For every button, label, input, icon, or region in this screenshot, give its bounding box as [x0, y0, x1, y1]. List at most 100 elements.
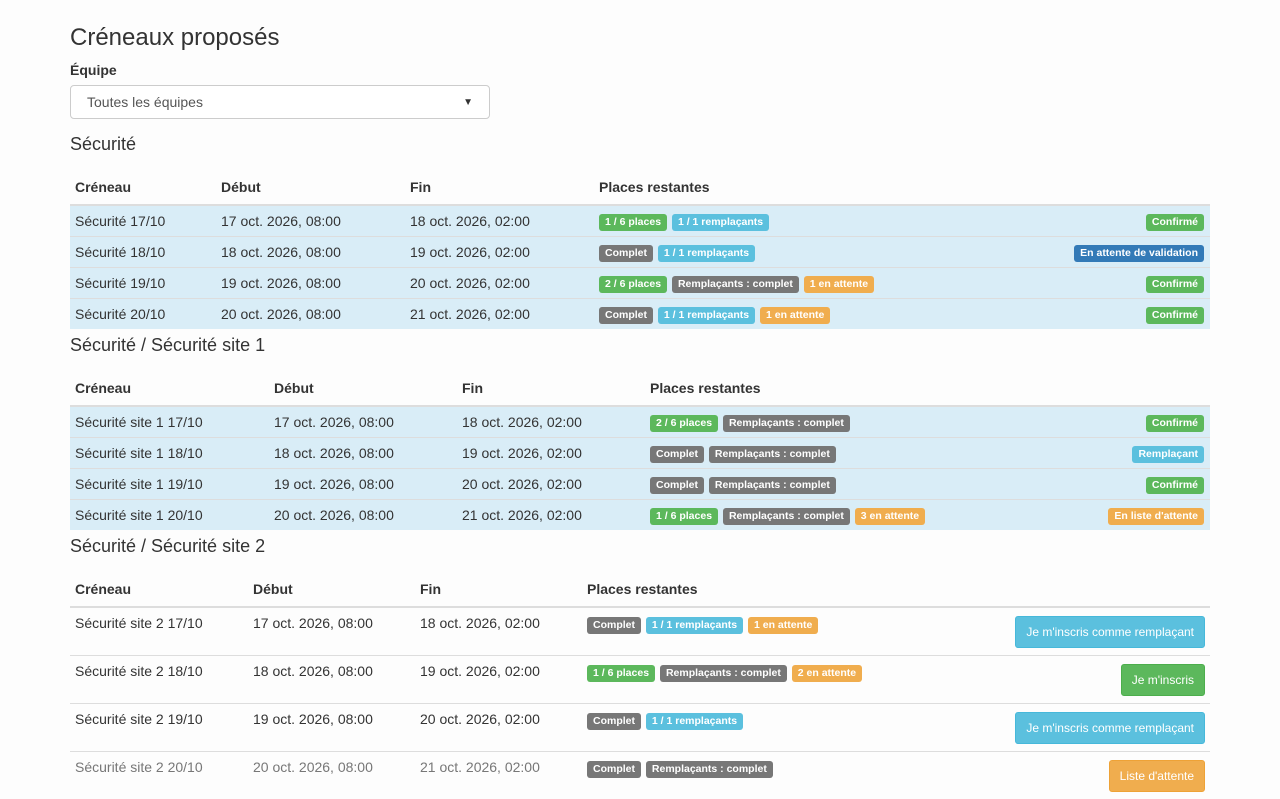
status-cell: En attente de validation	[970, 237, 1210, 268]
places-badge: Complet	[599, 245, 653, 262]
status-cell: Confirmé	[970, 299, 1210, 330]
places-badge: 1 / 6 places	[650, 508, 718, 525]
status-cell: Liste d'attente	[970, 752, 1210, 799]
places-badge: Remplaçants : complet	[723, 415, 850, 432]
places-cell: Complet 1 / 1 remplaçants	[594, 237, 970, 268]
places-badge: Remplaçants : complet	[709, 446, 836, 463]
status-cell: Je m'inscris comme remplaçant	[970, 607, 1210, 656]
slot-start: 20 oct. 2026, 08:00	[216, 299, 405, 330]
col-header-places: Places restantes	[594, 170, 1210, 205]
slot-start: 18 oct. 2026, 08:00	[248, 656, 415, 704]
slot-start: 17 oct. 2026, 08:00	[269, 406, 457, 438]
section-securite-site-1: Sécurité / Sécurité site 1 Créneau Début…	[70, 335, 1210, 530]
col-header-start: Début	[269, 371, 457, 406]
places-badge: 1 / 1 remplaçants	[646, 713, 743, 730]
col-header-slot: Créneau	[70, 170, 216, 205]
places-badge: Remplaçants : complet	[660, 665, 787, 682]
places-cell: Complet 1 / 1 remplaçants	[582, 704, 970, 752]
status-cell: Je m'inscris	[970, 656, 1210, 704]
status-badge: En attente de validation	[1074, 245, 1204, 262]
places-badge: Remplaçants : complet	[709, 477, 836, 494]
slot-end: 18 oct. 2026, 02:00	[457, 406, 645, 438]
places-cell: 1 / 6 places Remplaçants : complet 3 en …	[645, 500, 970, 531]
col-header-end: Fin	[457, 371, 645, 406]
places-cell: 2 / 6 places Remplaçants : complet 1 en …	[594, 268, 970, 299]
register-button[interactable]: Je m'inscris comme remplaçant	[1015, 616, 1205, 648]
slot-end: 21 oct. 2026, 02:00	[457, 500, 645, 531]
team-filter-value: Toutes les équipes	[87, 94, 203, 110]
slot-name: Sécurité 18/10	[70, 237, 216, 268]
places-cell: Complet 1 / 1 remplaçants 1 en attente	[594, 299, 970, 330]
slot-name: Sécurité site 2 19/10	[70, 704, 248, 752]
places-badge: 3 en attente	[855, 508, 925, 525]
col-header-start: Début	[216, 170, 405, 205]
places-badge: Complet	[587, 617, 641, 634]
col-header-end: Fin	[415, 572, 582, 607]
places-badge: 2 / 6 places	[599, 276, 667, 293]
slot-end: 20 oct. 2026, 02:00	[415, 704, 582, 752]
places-badge: Complet	[599, 307, 653, 324]
register-button[interactable]: Je m'inscris	[1121, 664, 1205, 696]
slot-name: Sécurité site 2 18/10	[70, 656, 248, 704]
places-cell: Complet Remplaçants : complet	[645, 469, 970, 500]
slot-end: 21 oct. 2026, 02:00	[405, 299, 594, 330]
slot-start: 17 oct. 2026, 08:00	[248, 607, 415, 656]
page-title: Créneaux proposés	[70, 24, 279, 52]
slot-start: 19 oct. 2026, 08:00	[248, 704, 415, 752]
slot-name: Sécurité site 2 17/10	[70, 607, 248, 656]
slot-end: 20 oct. 2026, 02:00	[405, 268, 594, 299]
slot-start: 17 oct. 2026, 08:00	[216, 205, 405, 237]
status-cell: Confirmé	[970, 268, 1210, 299]
places-badge: Remplaçants : complet	[646, 761, 773, 778]
slot-end: 19 oct. 2026, 02:00	[457, 438, 645, 469]
slot-end: 18 oct. 2026, 02:00	[415, 607, 582, 656]
slots-table: Créneau Début Fin Places restantes Sécur…	[70, 371, 1210, 530]
slots-table: Créneau Début Fin Places restantes Sécur…	[70, 170, 1210, 329]
places-badge: 1 / 1 remplaçants	[658, 245, 755, 262]
register-button[interactable]: Je m'inscris comme remplaçant	[1015, 712, 1205, 744]
register-button[interactable]: Liste d'attente	[1109, 760, 1205, 792]
status-cell: Remplaçant	[970, 438, 1210, 469]
slot-name: Sécurité 19/10	[70, 268, 216, 299]
places-badge: Complet	[650, 477, 704, 494]
status-badge: Confirmé	[1146, 477, 1204, 494]
slot-start: 19 oct. 2026, 08:00	[269, 469, 457, 500]
slot-start: 20 oct. 2026, 08:00	[269, 500, 457, 531]
places-badge: Complet	[650, 446, 704, 463]
places-badge: 1 / 1 remplaçants	[672, 214, 769, 231]
places-badge: 2 en attente	[792, 665, 862, 682]
status-badge: Confirmé	[1146, 276, 1204, 293]
slot-start: 20 oct. 2026, 08:00	[248, 752, 415, 799]
section-securite: Sécurité Créneau Début Fin Places restan…	[70, 134, 1210, 329]
status-cell: Confirmé	[970, 205, 1210, 237]
status-badge: Confirmé	[1146, 214, 1204, 231]
team-filter-select[interactable]: Toutes les équipes ▼	[70, 85, 490, 119]
slot-end: 19 oct. 2026, 02:00	[415, 656, 582, 704]
status-badge: En liste d'attente	[1108, 508, 1204, 525]
places-badge: 1 / 1 remplaçants	[658, 307, 755, 324]
slot-end: 21 oct. 2026, 02:00	[415, 752, 582, 799]
col-header-places: Places restantes	[582, 572, 1210, 607]
slots-table: Créneau Début Fin Places restantes Sécur…	[70, 572, 1210, 799]
places-badge: Complet	[587, 713, 641, 730]
status-cell: Confirmé	[970, 469, 1210, 500]
slot-name: Sécurité 20/10	[70, 299, 216, 330]
places-cell: Complet Remplaçants : complet	[645, 438, 970, 469]
slot-name: Sécurité site 1 18/10	[70, 438, 269, 469]
slot-name: Sécurité 17/10	[70, 205, 216, 237]
col-header-places: Places restantes	[645, 371, 1210, 406]
places-cell: 2 / 6 places Remplaçants : complet	[645, 406, 970, 438]
slot-end: 19 oct. 2026, 02:00	[405, 237, 594, 268]
status-badge: Confirmé	[1146, 307, 1204, 324]
places-cell: Complet 1 / 1 remplaçants 1 en attente	[582, 607, 970, 656]
slot-end: 18 oct. 2026, 02:00	[405, 205, 594, 237]
places-badge: 1 en attente	[804, 276, 874, 293]
